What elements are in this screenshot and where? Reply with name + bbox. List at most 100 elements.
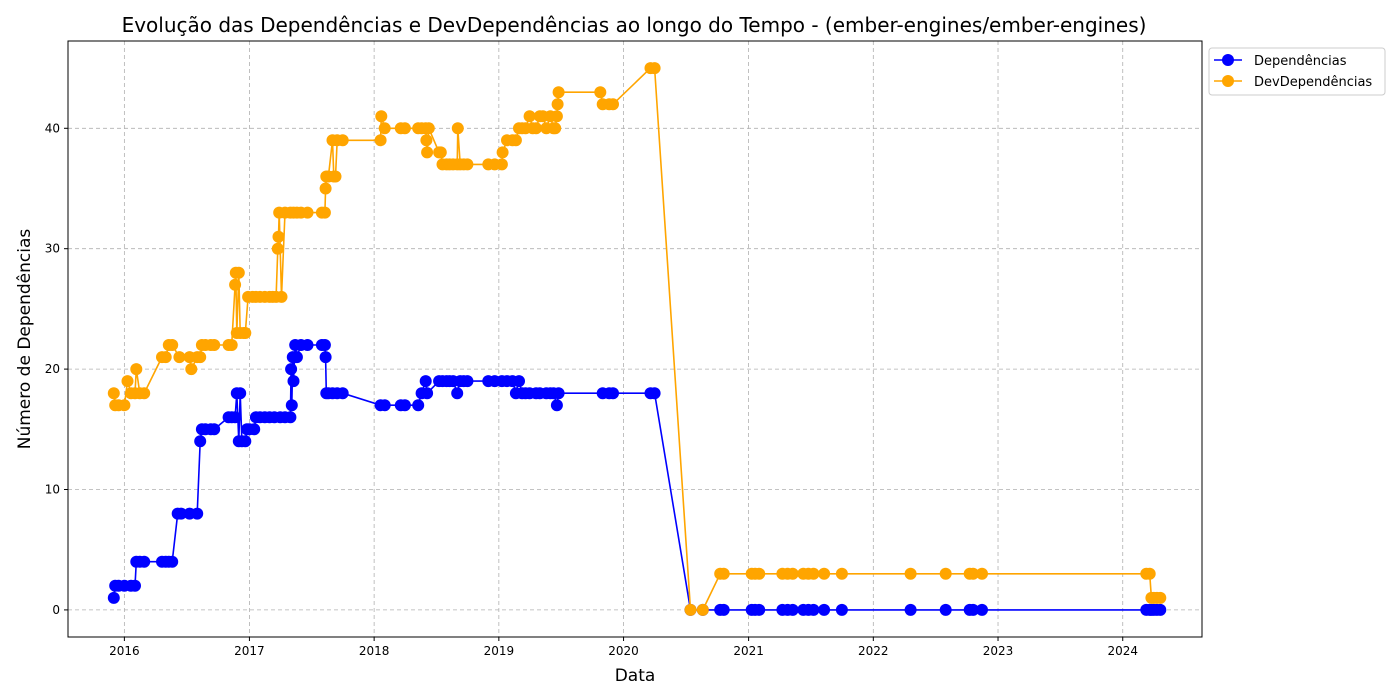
data-point	[272, 230, 285, 243]
data-point	[422, 122, 435, 135]
data-point	[336, 387, 349, 400]
x-tick-label: 2017	[234, 644, 265, 658]
data-point	[208, 423, 221, 436]
data-point	[239, 327, 252, 339]
data-point	[318, 206, 331, 219]
data-point	[118, 399, 131, 412]
data-point	[129, 579, 141, 592]
data-point	[696, 603, 709, 616]
x-tick-label: 2022	[858, 644, 889, 658]
data-point	[594, 86, 607, 99]
data-point	[191, 507, 204, 520]
y-tick-label: 20	[45, 362, 60, 376]
data-point	[175, 507, 188, 520]
data-point	[138, 555, 151, 568]
data-point	[523, 110, 536, 123]
data-point	[374, 134, 387, 147]
x-axis: 2016 2017 2018 2019 2020 2021 2022 2023 2024	[109, 637, 1138, 658]
data-point	[412, 399, 425, 412]
data-point	[336, 134, 349, 147]
data-point	[461, 158, 474, 171]
y-tick-label: 40	[45, 121, 60, 135]
data-point	[967, 603, 980, 616]
data-point	[513, 375, 525, 388]
data-point	[194, 351, 207, 364]
data-point	[285, 363, 298, 376]
data-point	[549, 122, 562, 135]
legend-label: DevDependências	[1254, 75, 1372, 90]
legend-marker	[1222, 54, 1234, 66]
y-axis-title: Número de Dependências	[15, 229, 35, 450]
data-point	[275, 290, 288, 303]
data-point	[607, 387, 619, 400]
data-point	[835, 567, 848, 580]
data-point	[194, 435, 207, 448]
legend: Dependências DevDependências	[1208, 47, 1386, 96]
data-point	[976, 603, 988, 616]
data-point	[208, 339, 221, 351]
data-point	[939, 603, 952, 616]
data-point	[398, 399, 411, 412]
y-tick-label: 0	[52, 603, 60, 617]
series-layer	[107, 62, 1167, 616]
data-point	[284, 411, 297, 424]
data-point	[234, 387, 247, 400]
data-point	[419, 375, 432, 388]
data-point	[807, 567, 820, 580]
data-point	[967, 567, 980, 580]
data-point	[1154, 591, 1167, 604]
data-point	[107, 387, 120, 400]
legend-box	[1208, 47, 1386, 96]
data-point	[552, 86, 565, 99]
data-point	[301, 206, 314, 219]
data-point	[786, 567, 799, 580]
data-point	[285, 399, 298, 412]
data-point	[225, 339, 238, 351]
data-point	[976, 567, 988, 580]
data-point	[271, 242, 284, 255]
data-point	[648, 387, 661, 400]
data-point	[684, 603, 697, 616]
data-point	[290, 351, 303, 364]
data-point	[717, 603, 730, 616]
data-point	[496, 146, 509, 159]
data-point	[319, 182, 332, 195]
data-point	[378, 122, 391, 135]
data-point	[434, 146, 447, 159]
data-point	[138, 387, 151, 400]
data-point	[166, 339, 179, 351]
data-point	[753, 603, 766, 616]
data-point	[232, 266, 245, 279]
data-point	[509, 134, 522, 147]
data-point	[607, 98, 619, 111]
legend-marker	[1222, 75, 1234, 87]
data-point	[530, 122, 543, 135]
plot-frame	[67, 40, 1203, 638]
data-point	[107, 591, 120, 604]
data-point	[550, 399, 563, 412]
x-tick-label: 2016	[109, 644, 140, 658]
data-point	[1143, 567, 1156, 580]
data-point	[551, 98, 564, 111]
data-point	[420, 134, 433, 147]
data-point	[451, 387, 464, 400]
data-point	[904, 567, 917, 580]
data-point	[173, 351, 186, 364]
x-tick-label: 2020	[608, 644, 639, 658]
data-point	[239, 435, 252, 448]
legend-label: Dependências	[1254, 54, 1347, 69]
x-tick-label: 2024	[1107, 644, 1138, 658]
data-point	[1154, 603, 1167, 616]
data-point	[461, 375, 474, 388]
data-point	[786, 603, 799, 616]
series-1	[107, 62, 1167, 616]
data-point	[229, 278, 242, 291]
data-point	[939, 567, 952, 580]
data-point	[550, 110, 563, 123]
data-point	[904, 603, 917, 616]
data-point	[130, 363, 143, 376]
x-tick-label: 2018	[359, 644, 390, 658]
data-point	[375, 110, 388, 123]
data-point	[552, 387, 565, 400]
